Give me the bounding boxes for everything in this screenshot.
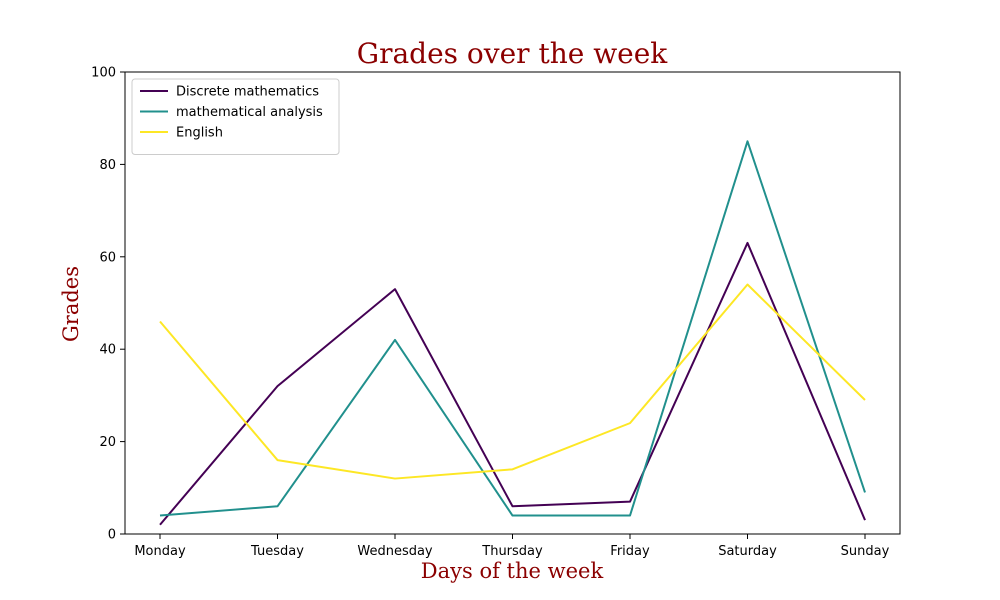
x-tick-label: Friday [610,544,650,559]
x-tick-label: Sunday [841,544,890,559]
x-tick-label: Thursday [481,544,543,559]
legend-entry-label: mathematical analysis [176,105,323,120]
plot-area: Monday Tuesday Wednesday Thursday Friday Satu… [91,66,901,559]
series-line-3 [159,283,866,480]
legend: Discrete mathematics mathematical analysi… [131,78,340,155]
x-tick-label: Tuesday [250,544,304,559]
x-tick-label: Saturday [718,544,777,559]
y-tick-label: 80 [99,158,116,173]
y-axis-label: Grades [59,266,83,342]
legend-entry-label: English [176,126,223,141]
legend-box [131,78,340,155]
series-line-1 [159,241,866,526]
y-tick-label: 60 [99,250,116,265]
legend-entry-label: Discrete mathematics [176,85,319,100]
y-tick-label: 100 [91,66,116,81]
x-tick-label: Wednesday [357,544,433,559]
y-tick-label: 0 [108,528,116,543]
y-tick-label: 40 [99,343,116,358]
chart-title: Grades over the week [357,37,669,70]
x-axis-label: Days of the week [421,559,604,583]
series-line-2 [159,140,866,517]
y-tick-label: 20 [99,435,116,450]
x-tick-label: Monday [134,544,186,559]
